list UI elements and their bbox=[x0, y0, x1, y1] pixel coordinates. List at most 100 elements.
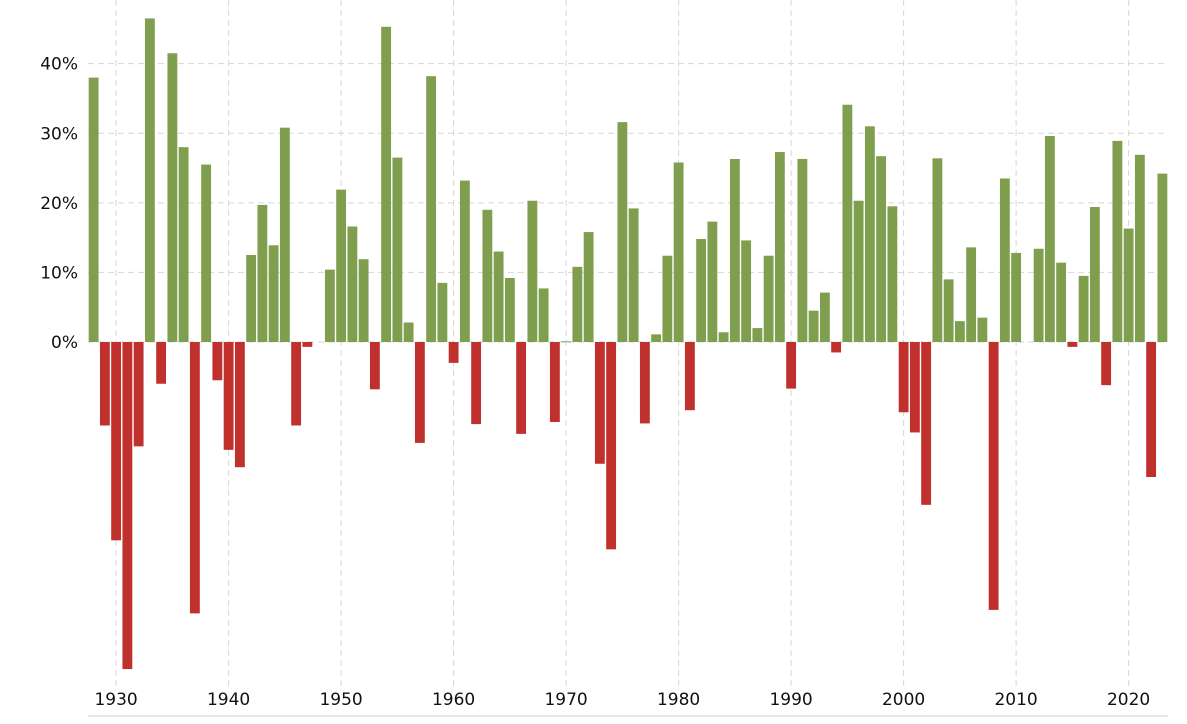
bar-2015 bbox=[1067, 342, 1078, 347]
bar-1983 bbox=[707, 221, 718, 342]
bar-1988 bbox=[763, 255, 774, 342]
bar-1990 bbox=[786, 342, 797, 389]
bar-2004 bbox=[943, 279, 954, 342]
bar-1957 bbox=[414, 342, 425, 443]
bar-2009 bbox=[999, 178, 1010, 342]
y-tick-label: 40% bbox=[40, 55, 78, 75]
bar-1979 bbox=[662, 255, 673, 342]
bar-1928 bbox=[88, 77, 99, 342]
y-tick-label: 30% bbox=[40, 124, 78, 144]
bar-1955 bbox=[392, 157, 403, 342]
bar-1984 bbox=[718, 332, 729, 342]
x-tick-label: 1970 bbox=[544, 690, 587, 710]
bar-2000 bbox=[898, 342, 909, 413]
bar-1930 bbox=[111, 342, 122, 541]
bar-1987 bbox=[752, 328, 763, 342]
bar-1982 bbox=[696, 239, 707, 342]
bar-1998 bbox=[876, 156, 887, 342]
bar-1960 bbox=[448, 342, 459, 363]
bar-1956 bbox=[403, 322, 414, 342]
bar-1953 bbox=[369, 342, 380, 390]
bar-1993 bbox=[819, 292, 830, 342]
bar-2017 bbox=[1089, 207, 1100, 342]
bars bbox=[88, 18, 1168, 670]
bar-1991 bbox=[797, 158, 808, 342]
bar-1939 bbox=[212, 342, 223, 381]
bar-1989 bbox=[774, 152, 785, 342]
bar-1977 bbox=[639, 342, 650, 424]
bar-1935 bbox=[167, 53, 178, 343]
x-tick-label: 1930 bbox=[94, 690, 137, 710]
bar-1933 bbox=[144, 18, 155, 342]
bar-1976 bbox=[628, 208, 639, 342]
bar-1962 bbox=[471, 342, 482, 425]
bar-2023 bbox=[1157, 173, 1168, 342]
bar-1972 bbox=[583, 232, 594, 342]
bar-1943 bbox=[257, 204, 268, 342]
bar-1944 bbox=[268, 245, 279, 342]
grid-lines bbox=[88, 0, 1168, 717]
bar-1945 bbox=[279, 127, 290, 342]
bar-2007 bbox=[977, 317, 988, 342]
y-tick-label: 10% bbox=[40, 263, 78, 283]
tick-labels: 0% 10% 20% 30% 40% 1930 1940 1950 1960 1970 1980 19… bbox=[40, 55, 1150, 710]
bar-1964 bbox=[493, 251, 504, 342]
bar-1995 bbox=[842, 104, 853, 343]
bar-1974 bbox=[606, 342, 617, 550]
bar-2008 bbox=[988, 342, 999, 610]
bar-2012 bbox=[1033, 248, 1044, 342]
bar-1951 bbox=[347, 226, 358, 342]
x-tick-label: 1990 bbox=[769, 690, 812, 710]
bar-1931 bbox=[122, 342, 133, 670]
bar-2013 bbox=[1044, 136, 1055, 342]
bar-1985 bbox=[729, 158, 740, 342]
bar-2016 bbox=[1078, 275, 1089, 342]
bar-1997 bbox=[864, 126, 875, 343]
x-tick-label: 2010 bbox=[994, 690, 1037, 710]
bar-1969 bbox=[549, 342, 560, 423]
bar-1975 bbox=[617, 122, 628, 342]
bar-1980 bbox=[673, 162, 684, 342]
bar-1929 bbox=[99, 342, 110, 426]
y-tick-label: 20% bbox=[40, 194, 78, 214]
bar-1986 bbox=[741, 240, 752, 342]
bar-1970 bbox=[561, 341, 572, 343]
bar-1954 bbox=[381, 26, 392, 342]
bar-2020 bbox=[1123, 228, 1134, 342]
bar-1950 bbox=[336, 189, 347, 342]
y-tick-label: 0% bbox=[51, 333, 78, 353]
bar-1952 bbox=[358, 259, 369, 342]
bar-2003 bbox=[932, 158, 943, 342]
bar-1949 bbox=[324, 269, 335, 342]
bar-1941 bbox=[234, 342, 245, 468]
bar-2010 bbox=[1011, 252, 1022, 342]
bar-2019 bbox=[1112, 140, 1123, 342]
bar-1978 bbox=[651, 334, 662, 342]
x-tick-label: 1980 bbox=[657, 690, 700, 710]
bar-1942 bbox=[246, 255, 257, 342]
bar-1937 bbox=[189, 342, 200, 614]
bar-1947 bbox=[302, 342, 313, 347]
bar-2014 bbox=[1056, 262, 1067, 342]
x-tick-label: 1950 bbox=[319, 690, 362, 710]
bar-2021 bbox=[1134, 154, 1145, 342]
bar-1940 bbox=[223, 342, 234, 450]
bar-1938 bbox=[201, 164, 212, 342]
bar-1936 bbox=[178, 147, 189, 342]
bar-1965 bbox=[504, 277, 515, 342]
bar-1994 bbox=[831, 342, 842, 353]
bar-2005 bbox=[954, 321, 965, 342]
bar-2018 bbox=[1101, 342, 1112, 386]
bar-2006 bbox=[966, 247, 977, 342]
bar-1958 bbox=[426, 76, 437, 343]
bar-1973 bbox=[594, 342, 605, 464]
bar-1999 bbox=[887, 206, 898, 342]
x-tick-label: 1960 bbox=[432, 690, 475, 710]
bar-2022 bbox=[1146, 342, 1157, 477]
x-tick-label: 2020 bbox=[1107, 690, 1150, 710]
bar-1971 bbox=[572, 266, 583, 342]
bar-1992 bbox=[808, 310, 819, 342]
bar-2002 bbox=[921, 342, 932, 505]
